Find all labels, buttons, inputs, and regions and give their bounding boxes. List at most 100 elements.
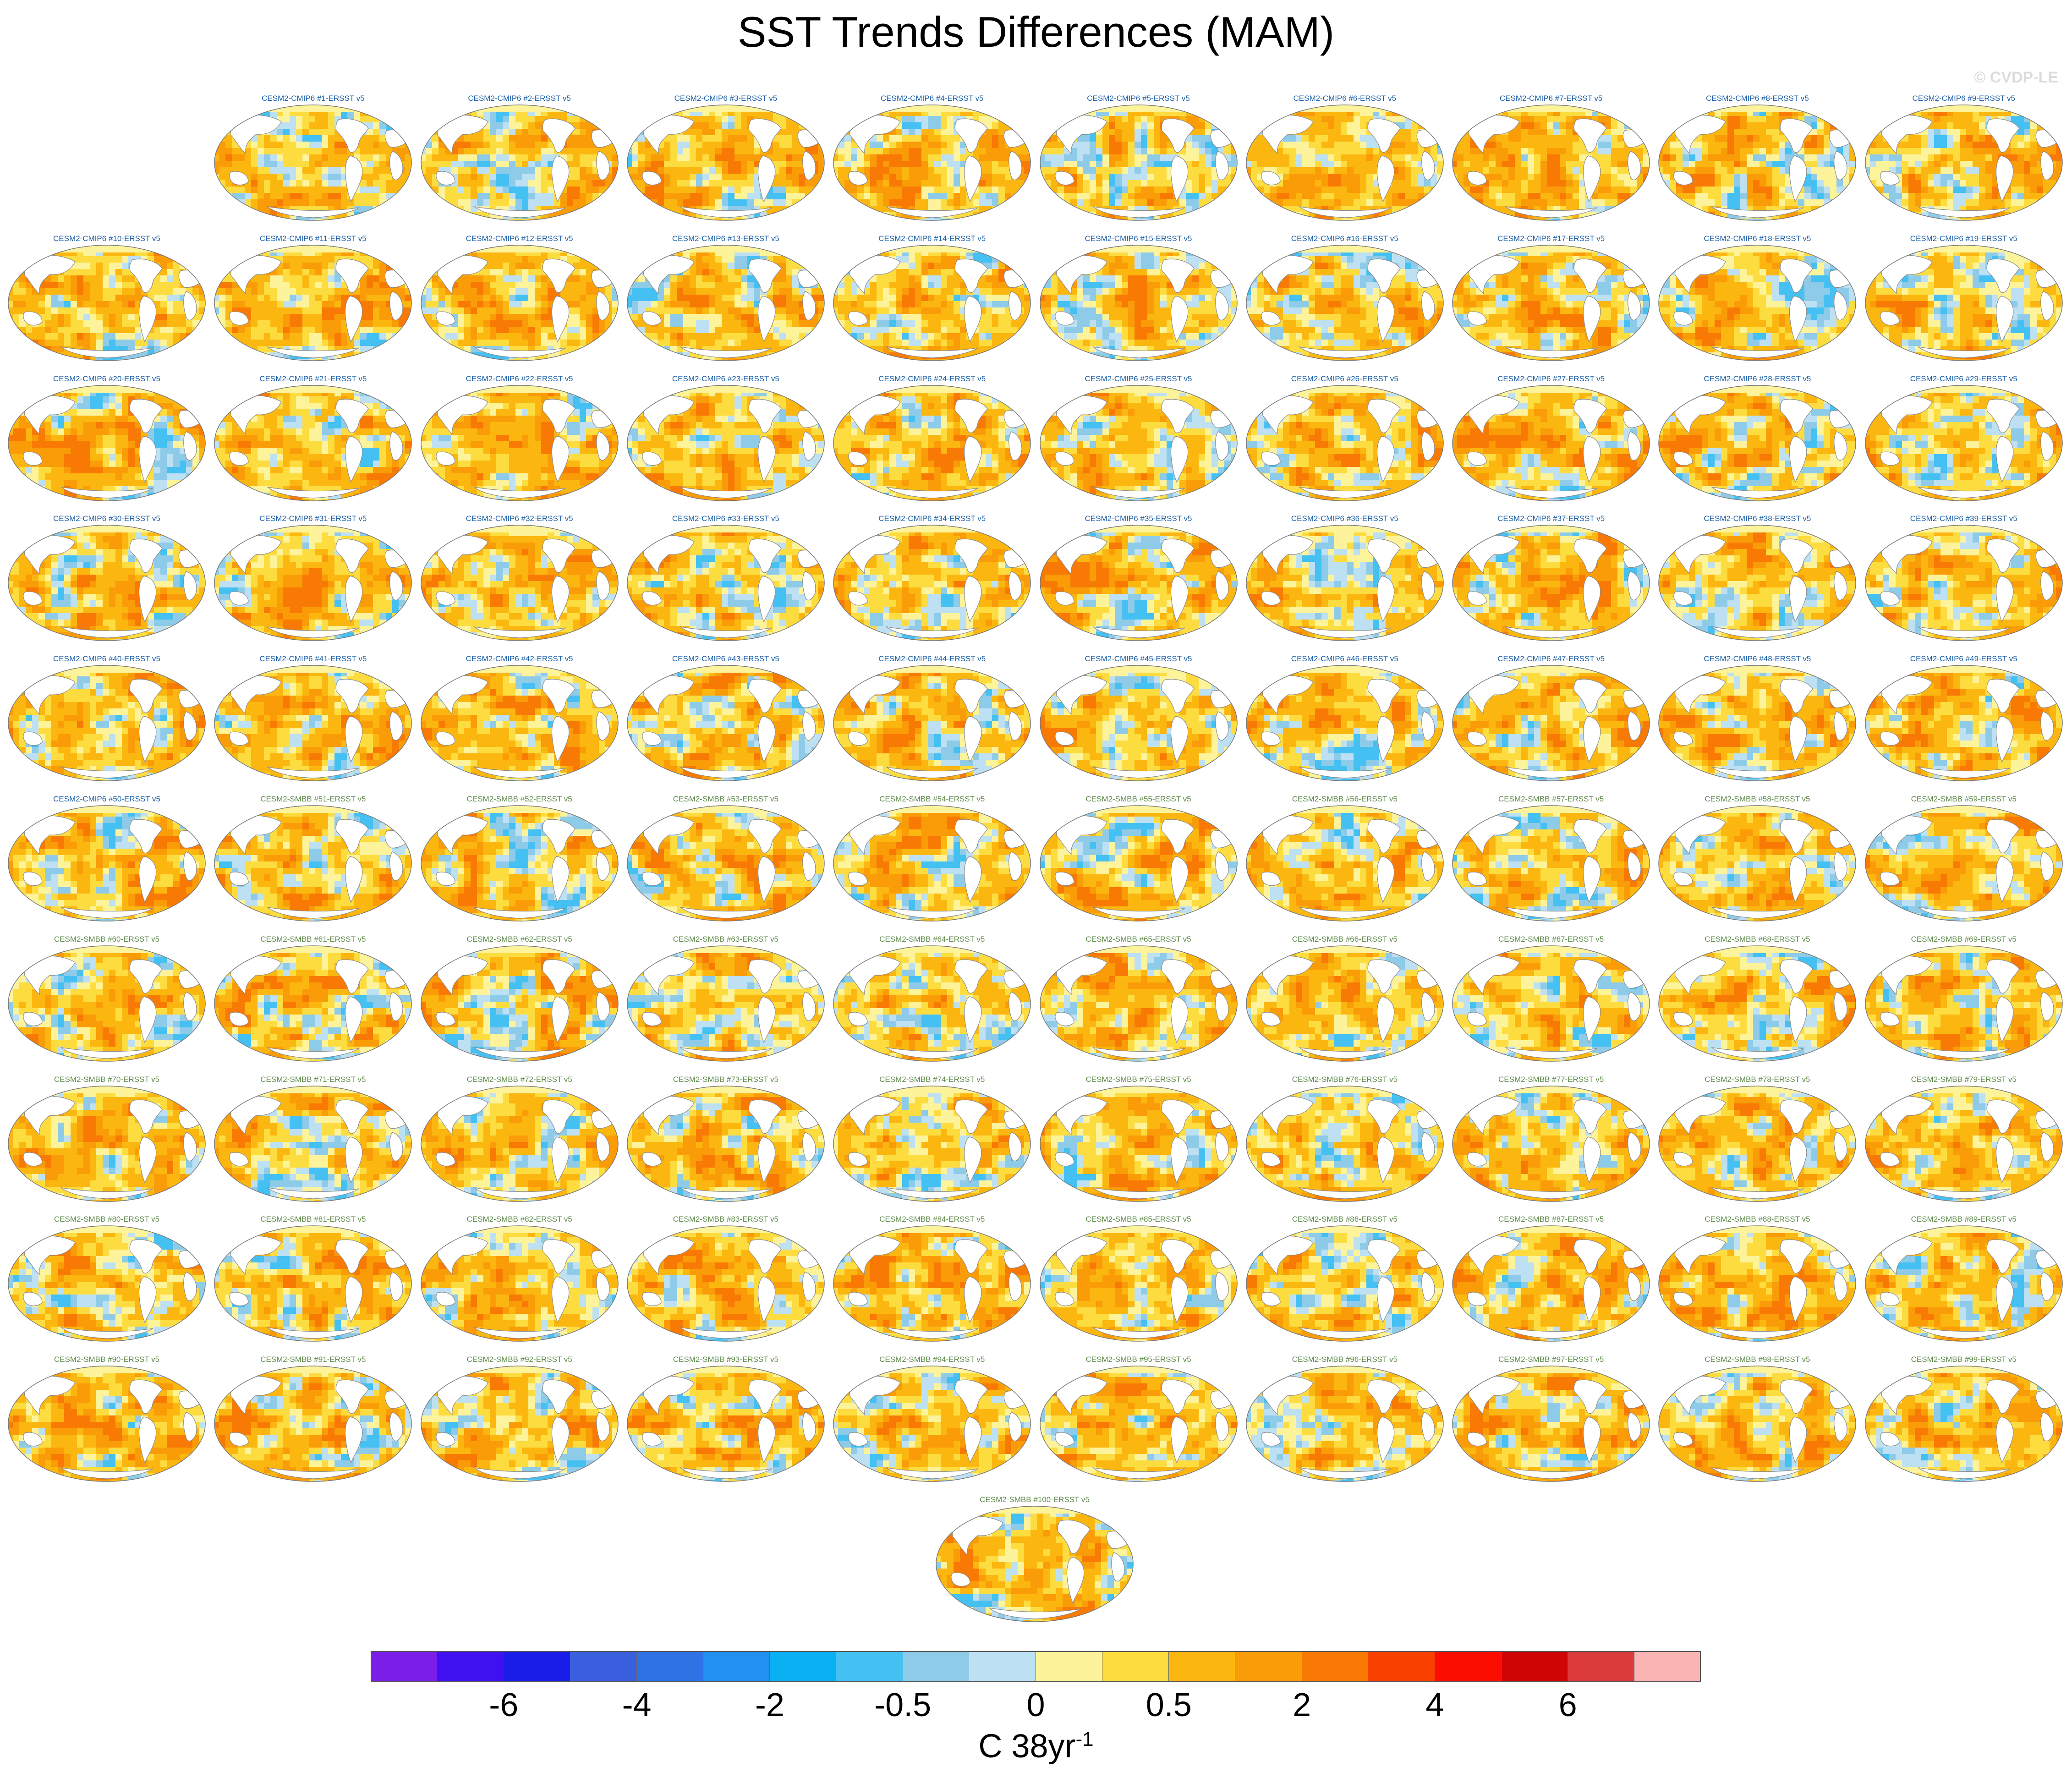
panel-title: CESM2-SMBB #98-ERSST v5 (1657, 1355, 1858, 1364)
map-panel: CESM2-SMBB #65-ERSST v5 (1038, 935, 1239, 1063)
panel-title: CESM2-CMIP6 #9-ERSST v5 (1864, 94, 2064, 103)
map-panel: CESM2-CMIP6 #22-ERSST v5 (419, 374, 620, 503)
panel-title: CESM2-SMBB #100-ERSST v5 (934, 1495, 1135, 1504)
map-panel: CESM2-CMIP6 #34-ERSST v5 (832, 514, 1032, 642)
colorbar-box (1036, 1651, 1103, 1682)
sst-field (1038, 804, 1239, 923)
map-panel: CESM2-CMIP6 #2-ERSST v5 (419, 94, 620, 222)
map-panel: CESM2-SMBB #81-ERSST v5 (213, 1215, 413, 1343)
map-panel: CESM2-CMIP6 #9-ERSST v5 (1864, 94, 2064, 222)
sst-trend-map (1451, 384, 1651, 503)
map-panel: CESM2-SMBB #58-ERSST v5 (1657, 795, 1858, 923)
map-panel: CESM2-SMBB #99-ERSST v5 (1864, 1355, 2064, 1483)
sst-trend-map (6, 1224, 207, 1343)
colorbar-box (570, 1651, 637, 1682)
sst-field (832, 523, 1032, 642)
sst-field (419, 944, 620, 1063)
sst-field (213, 384, 413, 503)
map-panel: CESM2-CMIP6 #1-ERSST v5 (213, 94, 413, 222)
sst-trend-map (1657, 664, 1858, 783)
sst-trend-map (213, 1084, 413, 1203)
sst-trend-map (1451, 243, 1651, 362)
panel-title: CESM2-SMBB #90-ERSST v5 (6, 1355, 207, 1364)
sst-field (6, 243, 207, 362)
sst-field (1038, 384, 1239, 503)
sst-field (1864, 1084, 2064, 1203)
map-panel: CESM2-SMBB #60-ERSST v5 (6, 935, 207, 1063)
colorbar-box (1368, 1651, 1435, 1682)
sst-field (419, 103, 620, 222)
sst-field (1244, 1364, 1445, 1483)
sst-field (625, 664, 826, 783)
sst-trend-map (1038, 103, 1239, 222)
panel-title: CESM2-SMBB #83-ERSST v5 (625, 1215, 826, 1224)
colorbar-tick-label: 6 (1559, 1686, 1577, 1724)
sst-field (1038, 1224, 1239, 1343)
sst-trend-map (419, 804, 620, 923)
map-panel: CESM2-CMIP6 #31-ERSST v5 (213, 514, 413, 642)
sst-trend-map (625, 1224, 826, 1343)
sst-trend-map (1244, 523, 1445, 642)
sst-field (625, 1364, 826, 1483)
sst-trend-map (625, 384, 826, 503)
map-panel: CESM2-SMBB #95-ERSST v5 (1038, 1355, 1239, 1483)
map-panel: CESM2-CMIP6 #4-ERSST v5 (832, 94, 1032, 222)
sst-trend-map (419, 243, 620, 362)
map-panel: CESM2-CMIP6 #47-ERSST v5 (1451, 654, 1651, 783)
panel-title: CESM2-CMIP6 #30-ERSST v5 (6, 514, 207, 523)
sst-trend-map (1038, 384, 1239, 503)
map-panel: CESM2-CMIP6 #11-ERSST v5 (213, 234, 413, 362)
sst-field (1451, 1084, 1651, 1203)
sst-field (1657, 103, 1858, 222)
panel-title: CESM2-SMBB #96-ERSST v5 (1244, 1355, 1445, 1364)
sst-field (1038, 523, 1239, 642)
sst-field (934, 1504, 1135, 1624)
map-panel: CESM2-SMBB #54-ERSST v5 (832, 795, 1032, 923)
map-panel: CESM2-CMIP6 #44-ERSST v5 (832, 654, 1032, 783)
sst-trend-map (1038, 804, 1239, 923)
sst-field (419, 804, 620, 923)
sst-trend-map (1657, 1364, 1858, 1483)
sst-trend-map (1451, 944, 1651, 1063)
sst-trend-map (832, 523, 1032, 642)
map-panel: CESM2-CMIP6 #37-ERSST v5 (1451, 514, 1651, 642)
sst-trend-map (934, 1504, 1135, 1624)
sst-trend-map (213, 1364, 413, 1483)
sst-field (1864, 804, 2064, 923)
sst-field (1038, 103, 1239, 222)
map-panel: CESM2-SMBB #96-ERSST v5 (1244, 1355, 1445, 1483)
map-panel: CESM2-CMIP6 #7-ERSST v5 (1451, 94, 1651, 222)
panel-title: CESM2-CMIP6 #24-ERSST v5 (832, 374, 1032, 384)
sst-field (1244, 804, 1445, 923)
map-panel: CESM2-CMIP6 #24-ERSST v5 (832, 374, 1032, 503)
sst-field (625, 804, 826, 923)
colorbar-tick-label: -2 (755, 1686, 784, 1724)
units-base: C 38yr (978, 1728, 1075, 1765)
panel-title: CESM2-CMIP6 #31-ERSST v5 (213, 514, 413, 523)
panel-title: CESM2-SMBB #94-ERSST v5 (832, 1355, 1032, 1364)
sst-field (625, 944, 826, 1063)
sst-trend-map (1864, 944, 2064, 1063)
sst-field (832, 243, 1032, 362)
sst-field (1244, 243, 1445, 362)
map-panel: CESM2-CMIP6 #18-ERSST v5 (1657, 234, 1858, 362)
colorbar-box (1634, 1651, 1701, 1682)
map-panel: CESM2-CMIP6 #30-ERSST v5 (6, 514, 207, 642)
sst-field (6, 1364, 207, 1483)
sst-field (1244, 103, 1445, 222)
panel-title: CESM2-SMBB #82-ERSST v5 (419, 1215, 620, 1224)
panel-title: CESM2-SMBB #87-ERSST v5 (1451, 1215, 1651, 1224)
panel-title: CESM2-CMIP6 #18-ERSST v5 (1657, 234, 1858, 243)
map-panel: CESM2-CMIP6 #45-ERSST v5 (1038, 654, 1239, 783)
map-panel: CESM2-SMBB #59-ERSST v5 (1864, 795, 2064, 923)
map-panel: CESM2-SMBB #85-ERSST v5 (1038, 1215, 1239, 1343)
sst-trend-map (1244, 243, 1445, 362)
sst-trend-map (625, 523, 826, 642)
sst-trend-map (1451, 103, 1651, 222)
map-panel: CESM2-SMBB #67-ERSST v5 (1451, 935, 1651, 1063)
panel-title: CESM2-CMIP6 #1-ERSST v5 (213, 94, 413, 103)
map-panel: CESM2-SMBB #83-ERSST v5 (625, 1215, 826, 1343)
map-panel: CESM2-SMBB #86-ERSST v5 (1244, 1215, 1445, 1343)
panel-title: CESM2-CMIP6 #49-ERSST v5 (1864, 654, 2064, 664)
sst-trend-map (1244, 664, 1445, 783)
